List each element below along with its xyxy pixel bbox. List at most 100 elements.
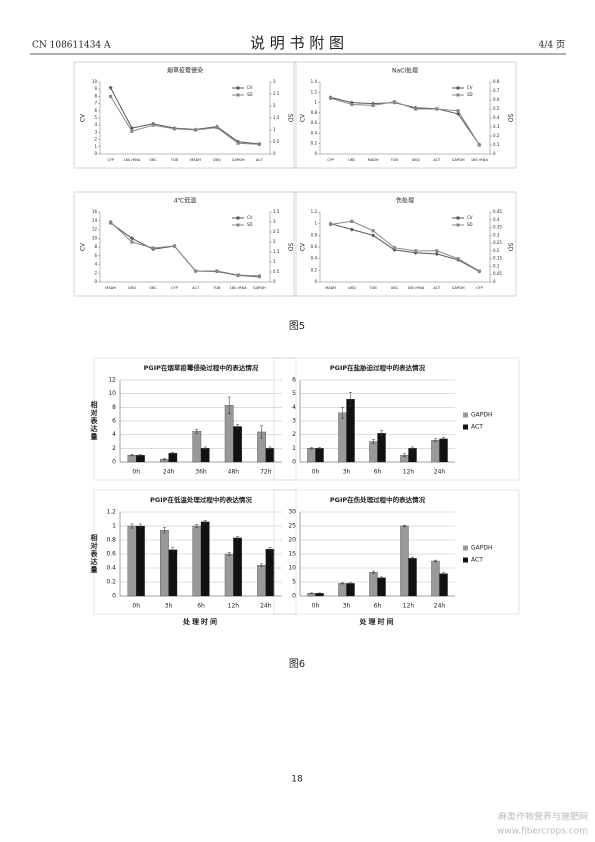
legend-label: SD	[247, 92, 253, 97]
bar	[431, 560, 440, 597]
y2-tick-label: 0.4	[493, 115, 500, 120]
y2-tick-label: 0.5	[273, 269, 280, 274]
error-bar	[402, 524, 406, 528]
error-bar	[236, 536, 240, 540]
bar	[346, 398, 355, 463]
point	[130, 129, 134, 133]
y-tick-label: 0.6	[311, 244, 318, 249]
y2-tick-label: 1.5	[273, 249, 280, 254]
chart-title: PGIP在盐胁迫过程中的表达情况	[330, 363, 426, 372]
y-tick-label: 2	[112, 445, 116, 452]
y-tick-label: 15	[288, 551, 296, 558]
y2-tick-label: 0	[493, 151, 496, 156]
point	[194, 128, 198, 132]
point	[130, 240, 134, 244]
x-tick-label: MADH	[105, 286, 116, 290]
bar	[200, 521, 210, 597]
y-tick-label: 2	[292, 431, 296, 438]
point	[129, 236, 134, 241]
y-tick-label: 4	[94, 122, 97, 127]
y2-tick-label: 2.5	[273, 91, 280, 96]
x-tick-label: 24h	[434, 469, 446, 476]
bar	[338, 412, 347, 463]
y2-tick-label: 0	[493, 279, 496, 284]
error-bar	[309, 592, 313, 594]
point	[236, 273, 240, 277]
error-bar	[380, 576, 384, 579]
y2-tick-label: 0.4	[493, 217, 500, 222]
y2-tick-label: 0.6	[493, 97, 500, 102]
error-bar	[349, 582, 353, 585]
point	[371, 229, 375, 233]
y-tick-label: 5	[292, 579, 296, 586]
y-tick-label: 5	[94, 115, 97, 120]
chart-frame	[293, 61, 517, 169]
error-bar	[171, 547, 175, 553]
bar	[127, 525, 137, 597]
bar	[224, 553, 234, 597]
y-tick-label: 10	[288, 565, 296, 572]
chart-title: PGIP在低温处理过程中的表达情况	[150, 495, 252, 504]
y2-tick-label: 0.15	[493, 256, 502, 261]
error-bar	[340, 582, 344, 585]
y-tick-label: 0.4	[106, 565, 116, 572]
x-tick-label: 0h	[312, 469, 320, 476]
header-title: 说 明 书 附 图	[250, 34, 344, 52]
legend-marker	[456, 216, 460, 220]
point	[456, 257, 460, 261]
legend-swatch	[463, 545, 468, 551]
y-tick-label: 0.8	[311, 110, 318, 115]
bar	[377, 433, 386, 463]
y-tick-label: 0	[314, 279, 317, 284]
chart-frame	[93, 489, 297, 615]
error-bar	[260, 425, 264, 439]
bar	[307, 448, 316, 463]
bar	[136, 455, 145, 463]
y-tick-label: 12	[92, 227, 98, 232]
chart-title: 烟草疫霉侵染	[167, 67, 203, 75]
bar	[431, 439, 440, 463]
figure-caption: 图5	[289, 320, 305, 332]
y-tick-label: 0.6	[106, 551, 116, 558]
watermark: www.fibercrops.com	[497, 827, 588, 837]
y2-tick-label: 0.7	[493, 88, 500, 93]
y2-tick-label: 1	[273, 127, 276, 132]
x-tick-label: ACT	[433, 286, 441, 290]
y-axis-label: 相对表达量	[90, 533, 99, 574]
y-tick-label: 2	[94, 270, 97, 275]
y2-tick-label: 2	[273, 103, 276, 108]
y2-tick-label: 2.5	[273, 229, 280, 234]
chart-title: NaCl处理	[392, 67, 418, 75]
x-tick-label: UBC	[391, 286, 399, 290]
y-tick-label: 0	[94, 151, 97, 156]
series-line	[110, 96, 260, 145]
x-tick-label: 36h	[195, 469, 207, 476]
y2-tick-label: 0.45	[493, 209, 502, 214]
error-bar	[309, 447, 313, 450]
y-tick-label: 2	[94, 137, 97, 142]
y-tick-label: 0	[292, 593, 296, 600]
error-bar	[433, 438, 437, 442]
point	[435, 107, 439, 111]
x-tick-label: UBQ	[412, 158, 420, 162]
y-tick-label: 20	[288, 537, 296, 544]
y-tick-label: 0.4	[311, 256, 318, 261]
chart-frame	[73, 191, 297, 297]
y2-tick-label: 0.5	[273, 139, 280, 144]
y2-axis-label: SD	[507, 243, 514, 252]
y-tick-label: 1	[112, 523, 116, 530]
y2-tick-label: 3.5	[273, 209, 280, 214]
x-tick-label: GAPDH	[452, 158, 465, 162]
bar	[346, 583, 355, 597]
x-tick-label: UBQ	[128, 286, 136, 290]
x-tick-label: 6h	[197, 603, 205, 610]
legend-label: SD	[467, 222, 473, 227]
bar	[257, 565, 266, 597]
y-tick-label: 0	[314, 151, 317, 156]
x-tick-label: 24h	[260, 603, 272, 610]
y-tick-label: 0	[112, 459, 116, 466]
x-tick-label: 24h	[434, 603, 446, 610]
legend-marker	[236, 86, 240, 90]
legend-marker	[236, 223, 240, 227]
error-bar	[227, 396, 231, 414]
